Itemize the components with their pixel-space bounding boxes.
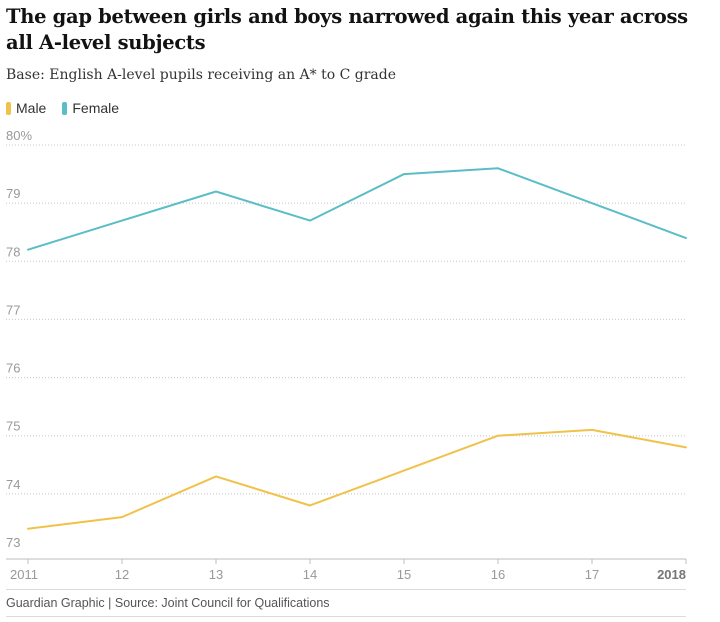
y-tick-label: 75 [6,419,20,434]
female-line [27,167,687,251]
x-tick-label: 17 [585,567,599,582]
x-tick-label: 16 [491,567,505,582]
legend-label-male: Male [16,100,47,116]
chart-title: The gap between girls and boys narrowed … [6,5,688,54]
legend-swatch-female [62,101,68,115]
line-chart: 80% 79 78 77 76 75 74 73 2011 12 13 14 15 16 17 2018 [6,128,687,582]
legend-swatch-male [6,101,11,115]
bottom-divider [6,616,686,617]
y-tick-label: 77 [6,302,20,317]
y-tick-label: 79 [6,186,20,201]
legend-item-male: Male [6,100,46,116]
source-credit: Guardian Graphic | Source: Joint Council… [6,596,330,610]
y-tick-label: 76 [6,361,20,376]
y-tick-label: 80% [6,128,32,143]
legend-label-female: Female [72,100,120,116]
y-tick-label: 73 [6,535,20,550]
x-tick-label: 15 [397,567,411,582]
legend-item-female: Female [62,100,119,116]
x-tick-label: 2018 [657,567,686,582]
chart-subtitle: Base: English A-level pupils receiving a… [6,67,397,83]
footer-divider [6,589,686,590]
legend: Male Female [6,100,119,116]
x-tick-label: 13 [209,567,223,582]
x-tick-label: 14 [303,567,317,582]
y-tick-label: 74 [6,477,20,492]
x-tick-label: 2011 [10,567,38,582]
male-line [27,428,687,530]
y-tick-label: 78 [6,244,20,259]
x-tick-label: 12 [115,567,129,582]
